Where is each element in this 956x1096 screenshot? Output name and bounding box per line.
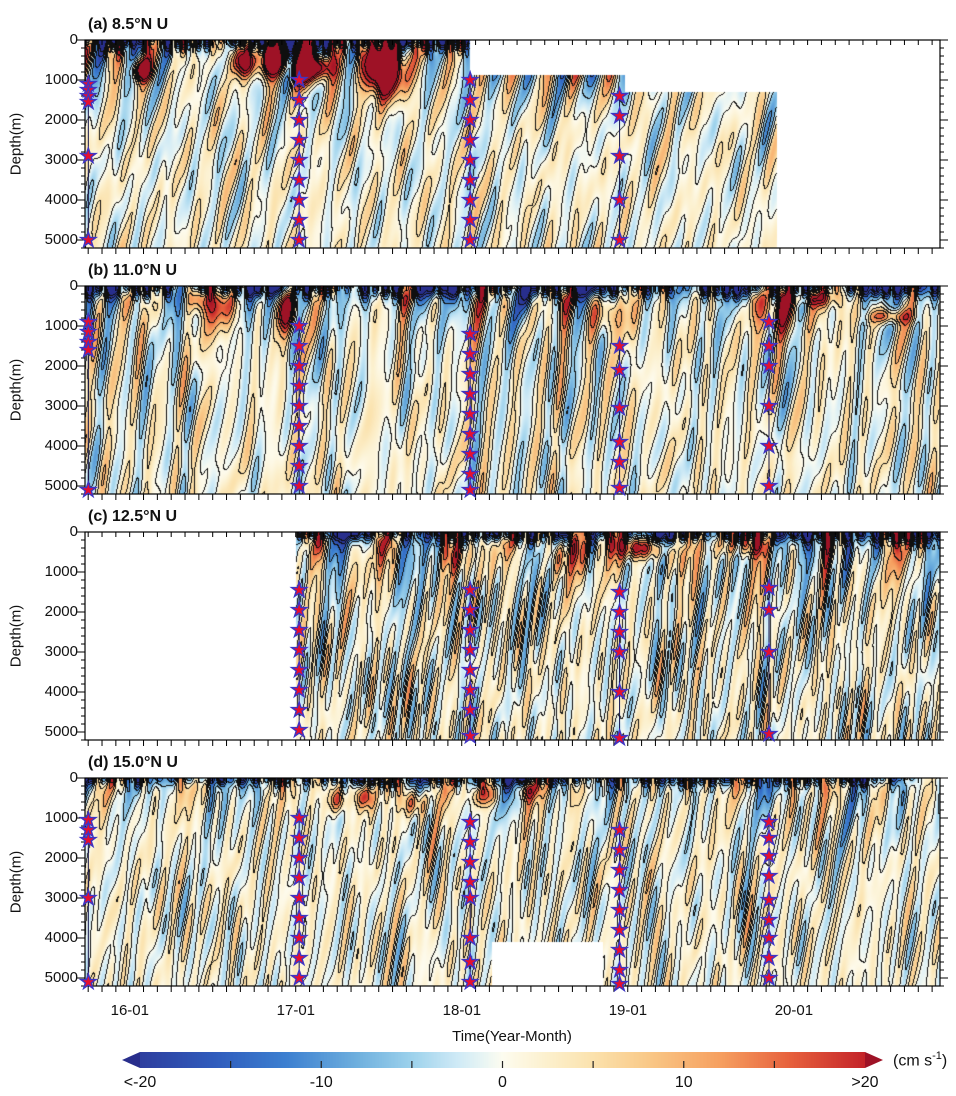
panel-c-title: (c) 12.5°N U: [88, 508, 178, 525]
y-tick-label-b-3000: 3000: [44, 397, 78, 414]
y-tick-label-d-3000: 3000: [44, 889, 78, 906]
x-tick-label-18-01: 18-01: [442, 1002, 482, 1019]
velocity-heatmap-panel-c: [85, 532, 940, 740]
y-tick-label-c-1000: 1000: [44, 563, 78, 580]
y-tick-label-b-0: 0: [69, 277, 78, 294]
x-tick-label-19-01: 19-01: [608, 1002, 648, 1019]
colorbar-unit-prefix: (cm s: [893, 1052, 933, 1070]
y-tick-label-c-4000: 4000: [44, 683, 78, 700]
y-tick-label-d-2000: 2000: [44, 849, 78, 866]
y-tick-label-d-4000: 4000: [44, 929, 78, 946]
y-tick-label-a-3000: 3000: [44, 151, 78, 168]
y-tick-label-d-1000: 1000: [44, 809, 78, 826]
colorbar-tick-label-0: 0: [498, 1074, 507, 1091]
y-tick-label-a-2000: 2000: [44, 111, 78, 128]
colorbar-tick-label--20: <-20: [123, 1074, 157, 1091]
panel-a-title: (a) 8.5°N U: [88, 16, 169, 33]
y-tick-label-c-0: 0: [69, 523, 78, 540]
panel-d-title: (d) 15.0°N U: [88, 754, 178, 771]
y-tick-label-a-4000: 4000: [44, 191, 78, 208]
colorbar-right-arrow: [865, 1052, 883, 1068]
x-tick-label-17-01: 17-01: [276, 1002, 316, 1019]
colorbar-tick-label-20: >20: [851, 1074, 879, 1091]
x-tick-label-16-01: 16-01: [110, 1002, 149, 1019]
colorbar-tick-label-10: 10: [674, 1074, 693, 1091]
y-tick-label-c-5000: 5000: [44, 723, 78, 740]
y-tick-label-d-5000: 5000: [44, 969, 78, 986]
y-tick-label-b-1000: 1000: [44, 317, 78, 334]
y-tick-label-b-5000: 5000: [44, 477, 78, 494]
y-tick-label-c-3000: 3000: [44, 643, 78, 660]
colorbar-unit: (cm s-1): [893, 1050, 947, 1070]
velocity-heatmap-panel-b: [85, 286, 940, 494]
panel-b-title: (b) 11.0°N U: [88, 262, 178, 279]
colorbar-tick-label--10: -10: [309, 1074, 333, 1091]
y-tick-label-b-2000: 2000: [44, 357, 78, 374]
y-tick-label-b-4000: 4000: [44, 437, 78, 454]
colorbar-unit-exponent: -1: [932, 1050, 942, 1062]
colorbar: [140, 1052, 865, 1068]
velocity-heatmap-panel-d: [85, 778, 940, 986]
velocity-heatmap-panel-a: [85, 40, 940, 248]
y-tick-label-a-5000: 5000: [44, 231, 78, 248]
colorbar-left-arrow: [122, 1052, 140, 1068]
y-tick-label-c-2000: 2000: [44, 603, 78, 620]
y-tick-label-d-0: 0: [69, 769, 78, 786]
x-axis-label: Time(Year-Month): [452, 1028, 572, 1045]
colorbar-unit-suffix: ): [941, 1052, 948, 1070]
x-tick-label-20-01: 20-01: [774, 1002, 814, 1019]
y-tick-label-a-0: 0: [69, 31, 78, 48]
y-tick-label-a-1000: 1000: [44, 71, 78, 88]
